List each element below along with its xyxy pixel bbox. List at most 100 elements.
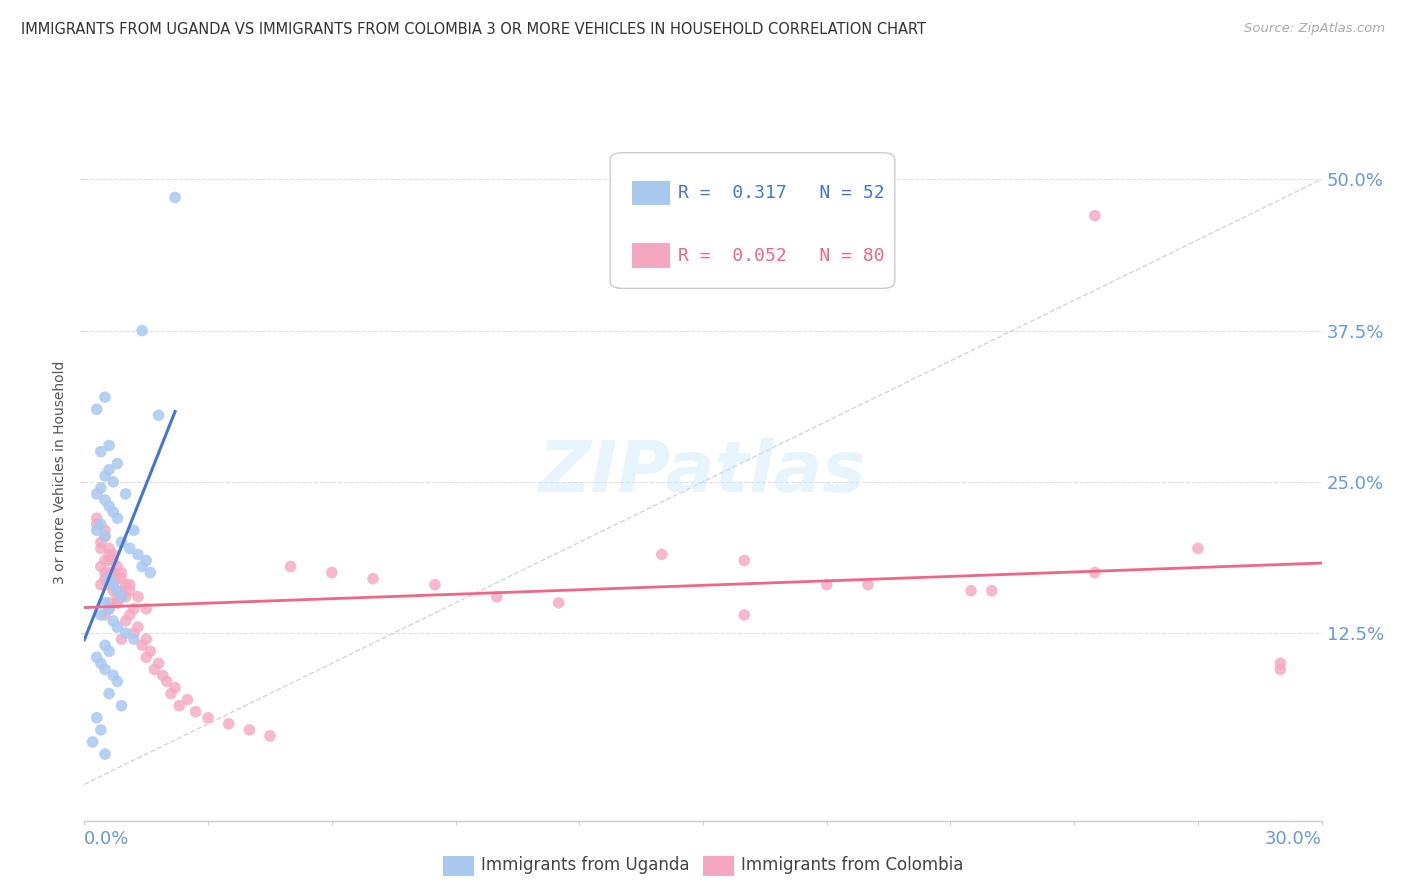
Point	[105, 674, 128, 689]
Point	[143, 662, 166, 676]
Point	[105, 559, 128, 574]
Point	[98, 602, 121, 616]
Text: Source: ZipAtlas.com: Source: ZipAtlas.com	[1244, 22, 1385, 36]
Point	[176, 692, 198, 706]
Point	[90, 559, 112, 574]
Point	[90, 535, 112, 549]
Point	[114, 577, 136, 591]
Point	[1270, 657, 1292, 671]
Point	[98, 596, 121, 610]
Point	[118, 583, 141, 598]
Bar	[633, 244, 669, 268]
Point	[280, 559, 302, 574]
Point	[94, 747, 117, 761]
Point	[98, 577, 121, 591]
Point	[94, 523, 117, 537]
Point	[733, 553, 755, 567]
Point	[361, 572, 384, 586]
Point	[139, 566, 162, 580]
Point	[103, 614, 125, 628]
Point	[94, 662, 117, 676]
Point	[98, 572, 121, 586]
Point	[90, 541, 112, 556]
Point	[105, 596, 128, 610]
Point	[485, 590, 508, 604]
Point	[110, 535, 132, 549]
Point	[103, 505, 125, 519]
Point	[90, 481, 112, 495]
Point	[98, 541, 121, 556]
Point	[103, 668, 125, 682]
Point	[110, 583, 132, 598]
Point	[131, 638, 153, 652]
Text: Immigrants from Uganda: Immigrants from Uganda	[481, 856, 689, 874]
Point	[122, 626, 145, 640]
Point	[1270, 662, 1292, 676]
Point	[197, 711, 219, 725]
Point	[114, 487, 136, 501]
Point	[167, 698, 190, 713]
Point	[127, 548, 149, 562]
Point	[238, 723, 260, 737]
Point	[98, 548, 121, 562]
Point	[86, 402, 108, 417]
Point	[90, 444, 112, 458]
Point	[86, 711, 108, 725]
Y-axis label: 3 or more Vehicles in Household: 3 or more Vehicles in Household	[53, 361, 67, 584]
Point	[110, 590, 132, 604]
Point	[148, 657, 170, 671]
Point	[90, 657, 112, 671]
Point	[135, 553, 157, 567]
Point	[122, 632, 145, 647]
Point	[110, 590, 132, 604]
Point	[86, 517, 108, 532]
Point	[131, 559, 153, 574]
Point	[105, 596, 128, 610]
Point	[321, 566, 343, 580]
Point	[94, 572, 117, 586]
Point	[118, 577, 141, 591]
Text: R =  0.317   N = 52: R = 0.317 N = 52	[678, 184, 884, 202]
FancyBboxPatch shape	[610, 153, 894, 288]
Point	[131, 324, 153, 338]
Point	[90, 607, 112, 622]
Point	[122, 602, 145, 616]
Point	[114, 614, 136, 628]
Point	[127, 590, 149, 604]
Point	[423, 577, 446, 591]
Point	[960, 583, 983, 598]
Point	[184, 705, 207, 719]
Point	[218, 716, 240, 731]
Point	[98, 566, 121, 580]
Point	[135, 602, 157, 616]
Point	[86, 487, 108, 501]
Point	[94, 468, 117, 483]
Point	[127, 620, 149, 634]
Point	[105, 620, 128, 634]
Point	[152, 668, 174, 682]
Point	[90, 517, 112, 532]
Point	[94, 566, 117, 580]
Point	[110, 632, 132, 647]
Point	[733, 607, 755, 622]
Point	[259, 729, 281, 743]
Point	[86, 511, 108, 525]
Point	[122, 523, 145, 537]
Point	[547, 596, 569, 610]
Point	[135, 650, 157, 665]
Point	[98, 499, 121, 513]
Point	[651, 548, 673, 562]
Point	[1084, 209, 1107, 223]
Point	[90, 577, 112, 591]
Point	[94, 638, 117, 652]
Point	[103, 566, 125, 580]
Point	[94, 596, 117, 610]
Point	[103, 577, 125, 591]
Point	[86, 523, 108, 537]
Point	[103, 566, 125, 580]
Point	[98, 687, 121, 701]
Point	[98, 553, 121, 567]
Point	[118, 607, 141, 622]
Point	[856, 577, 879, 591]
Point	[86, 650, 108, 665]
